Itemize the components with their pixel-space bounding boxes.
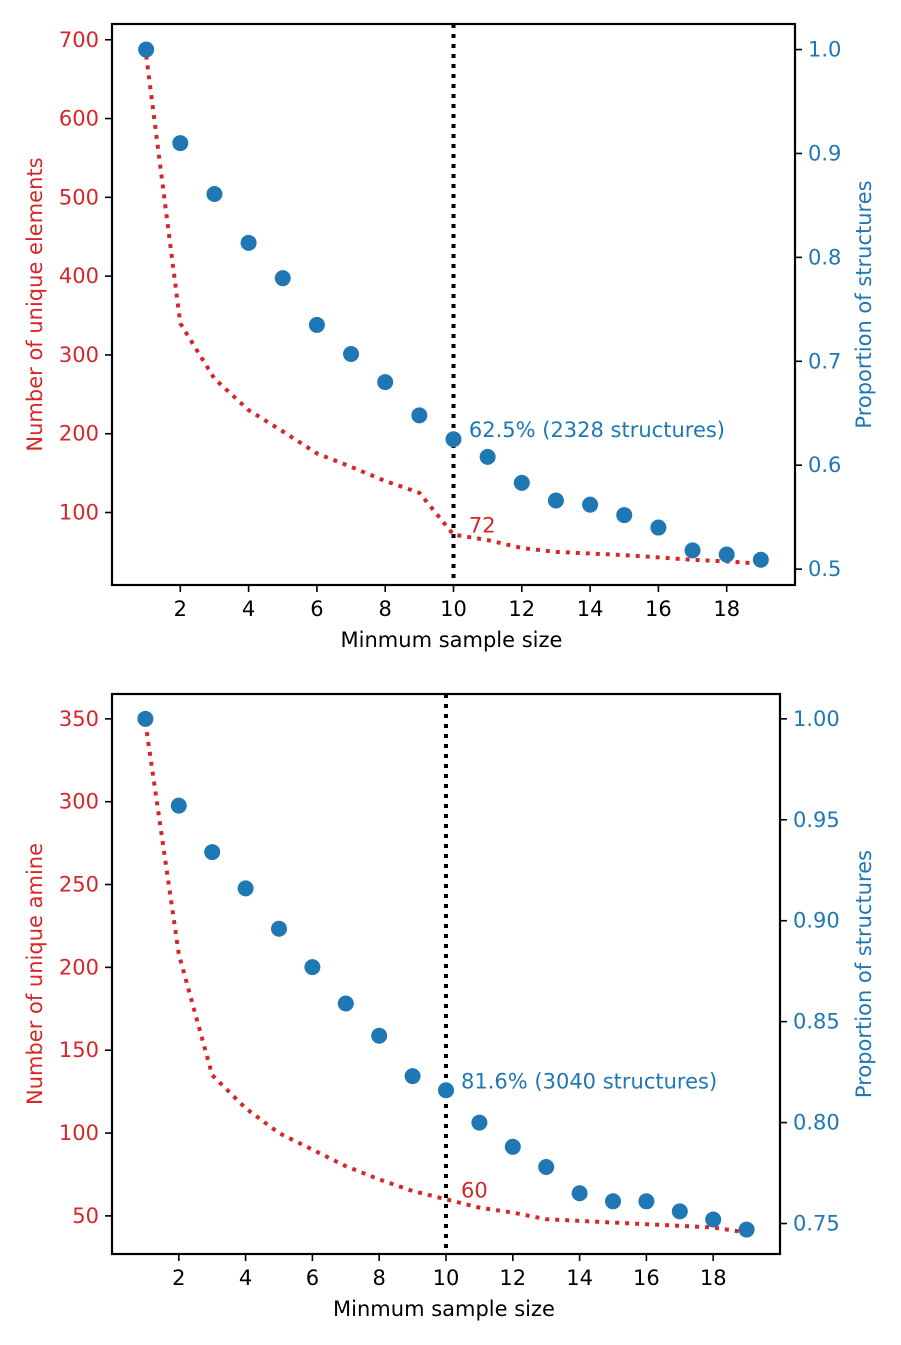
x-tick-label: 6 xyxy=(310,597,323,621)
proportion-point xyxy=(337,995,354,1012)
right-y-tick-label: 1.0 xyxy=(808,38,841,62)
left-y-tick-label: 700 xyxy=(59,28,99,52)
x-tick-label: 12 xyxy=(508,597,535,621)
proportion-point xyxy=(752,551,769,568)
annotation-label: 60 xyxy=(461,1178,488,1202)
proportion-point xyxy=(671,1203,688,1220)
left-y-tick-label: 50 xyxy=(72,1204,99,1228)
proportion-point xyxy=(204,844,221,861)
left-y-tick-label: 400 xyxy=(59,264,99,288)
x-tick-label: 14 xyxy=(566,1266,593,1290)
right-y-tick-label: 0.8 xyxy=(808,245,841,269)
proportion-point xyxy=(274,270,291,287)
proportion-point xyxy=(684,542,701,559)
x-tick-label: 10 xyxy=(440,597,467,621)
proportion-point xyxy=(547,492,564,509)
right-y-tick-label: 0.6 xyxy=(808,453,841,477)
proportion-point xyxy=(638,1193,655,1210)
x-tick-label: 8 xyxy=(373,1266,386,1290)
proportion-point xyxy=(304,959,321,976)
proportion-point xyxy=(411,407,428,424)
left-y-tick-label: 600 xyxy=(59,107,99,131)
x-axis-label: Minmum sample size xyxy=(333,1297,555,1321)
proportion-point xyxy=(471,1114,488,1131)
proportion-point xyxy=(438,1082,454,1099)
proportion-point xyxy=(582,496,599,513)
x-tick-label: 16 xyxy=(633,1266,660,1290)
right-y-tick-label: 0.5 xyxy=(808,557,841,581)
proportion-point xyxy=(170,797,187,814)
proportion-point xyxy=(308,316,325,333)
proportion-point xyxy=(172,135,189,152)
proportion-point xyxy=(138,41,155,58)
x-tick-label: 12 xyxy=(499,1266,526,1290)
proportion-point xyxy=(616,507,633,524)
x-axis-label: Minmum sample size xyxy=(341,628,563,652)
right-y-tick-label: 0.90 xyxy=(793,909,840,933)
x-tick-label: 16 xyxy=(645,597,672,621)
proportion-point xyxy=(479,448,496,465)
left-y-tick-label: 100 xyxy=(59,1121,99,1145)
proportion-point xyxy=(504,1138,521,1155)
right-y-tick-label: 0.95 xyxy=(793,808,840,832)
proportion-point xyxy=(377,374,394,391)
left-y-axis-label: Number of unique amine xyxy=(23,843,47,1105)
left-y-tick-label: 300 xyxy=(59,790,99,814)
left-y-tick-label: 250 xyxy=(59,873,99,897)
proportion-point xyxy=(240,234,257,251)
right-y-tick-label: 0.9 xyxy=(808,141,841,165)
left-y-tick-label: 300 xyxy=(59,343,99,367)
annotation-label: 81.6% (3040 structures) xyxy=(461,1069,717,1093)
unique-count-line xyxy=(143,721,747,1235)
proportion-point xyxy=(445,431,462,448)
right-y-tick-label: 0.7 xyxy=(808,349,841,373)
proportion-point xyxy=(237,880,254,897)
x-tick-label: 18 xyxy=(700,1266,727,1290)
x-tick-label: 8 xyxy=(379,597,392,621)
x-tick-label: 6 xyxy=(306,1266,319,1290)
left-y-tick-label: 350 xyxy=(59,707,99,731)
x-tick-label: 2 xyxy=(174,597,187,621)
x-tick-label: 14 xyxy=(577,597,604,621)
proportion-point xyxy=(271,920,287,937)
proportion-point xyxy=(371,1027,388,1044)
left-y-tick-label: 150 xyxy=(59,1038,99,1062)
proportion-point xyxy=(343,346,360,363)
chart-panel-2: 2 4 6 8 10 12 14 16 18 50 100 150 200 250 300 350 0.75 0.… xyxy=(23,692,876,1321)
right-y-tick-label: 1.00 xyxy=(793,707,840,731)
proportion-point xyxy=(137,710,154,727)
chart-panel-1: 2 4 6 8 10 12 14 16 18 100 200 300 400 500 600 700 0.5 0.… xyxy=(23,22,876,652)
proportion-point xyxy=(605,1193,621,1210)
proportion-point xyxy=(513,474,530,491)
unique-count-line xyxy=(144,55,762,566)
x-tick-label: 4 xyxy=(239,1266,252,1290)
left-y-tick-label: 200 xyxy=(59,422,99,446)
right-y-axis-label: Proportion of structures xyxy=(852,850,876,1098)
proportion-point xyxy=(650,519,667,536)
proportion-point xyxy=(718,546,735,563)
annotation-label: 62.5% (2328 structures) xyxy=(469,418,725,442)
right-y-tick-label: 0.75 xyxy=(793,1212,840,1236)
left-y-tick-label: 200 xyxy=(59,955,99,979)
x-tick-label: 18 xyxy=(713,597,740,621)
annotation-label: 72 xyxy=(469,514,496,538)
left-y-tick-label: 500 xyxy=(59,185,99,209)
proportion-point xyxy=(404,1068,421,1085)
proportion-point xyxy=(206,185,223,202)
x-tick-label: 2 xyxy=(172,1266,185,1290)
left-y-tick-label: 100 xyxy=(59,501,99,525)
right-y-axis-label: Proportion of structures xyxy=(852,180,876,428)
left-y-axis-label: Number of unique elements xyxy=(23,157,47,451)
proportion-point xyxy=(571,1185,588,1202)
x-tick-label: 4 xyxy=(242,597,255,621)
right-y-tick-label: 0.85 xyxy=(793,1010,840,1034)
proportion-point xyxy=(705,1211,722,1228)
right-y-tick-label: 0.80 xyxy=(793,1111,840,1135)
x-tick-label: 10 xyxy=(433,1266,460,1290)
proportion-point xyxy=(738,1221,755,1238)
proportion-point xyxy=(538,1158,555,1175)
